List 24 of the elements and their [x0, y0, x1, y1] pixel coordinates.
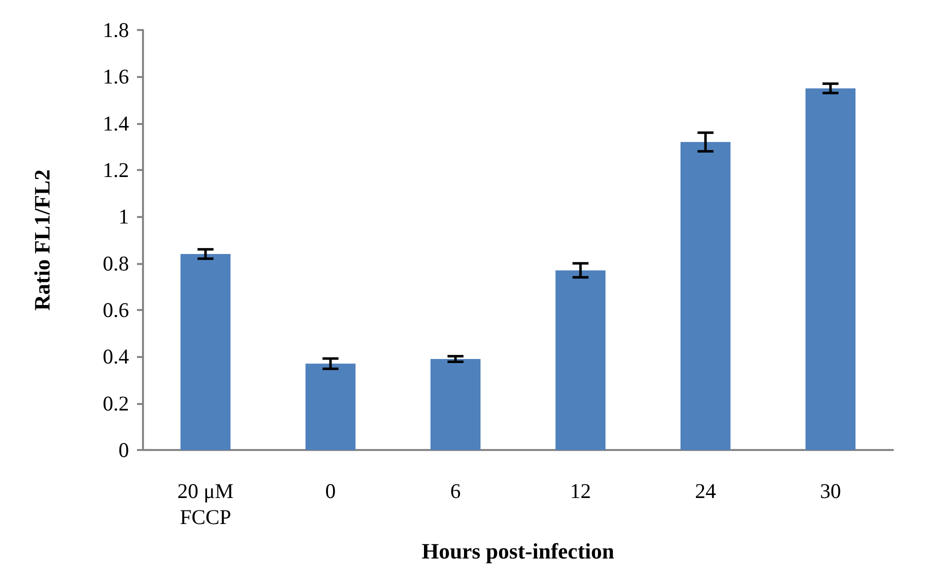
y-tick-label: 0 [118, 438, 129, 462]
bar [430, 359, 480, 450]
bar [806, 88, 856, 450]
bar [180, 254, 230, 450]
y-tick-label: 0.4 [102, 344, 130, 369]
y-axis-title: Ratio FL1/FL2 [30, 169, 54, 311]
x-tick-label: 6 [450, 479, 461, 503]
x-axis-title: Hours post-infection [422, 538, 614, 564]
x-tick-label: 12 [570, 479, 591, 503]
x-tick-label: 24 [695, 479, 716, 503]
y-tick-label: 1.4 [102, 111, 130, 136]
bar [680, 142, 730, 450]
x-tick-label: 30 [820, 479, 841, 503]
x-tick-label: 20 μM FCCP [177, 479, 234, 529]
y-tick-label: 1.8 [102, 18, 129, 42]
y-tick-label: 1.6 [102, 64, 129, 89]
bar [556, 270, 606, 450]
y-tick-label: 0.8 [102, 251, 129, 276]
y-tick-label: 1 [118, 204, 129, 229]
x-tick-label: 0 [325, 479, 336, 503]
y-tick-label: 0.2 [102, 391, 129, 416]
y-tick-label: 1.2 [102, 158, 129, 182]
y-tick-label: 0.6 [102, 298, 129, 322]
bar [306, 364, 356, 450]
